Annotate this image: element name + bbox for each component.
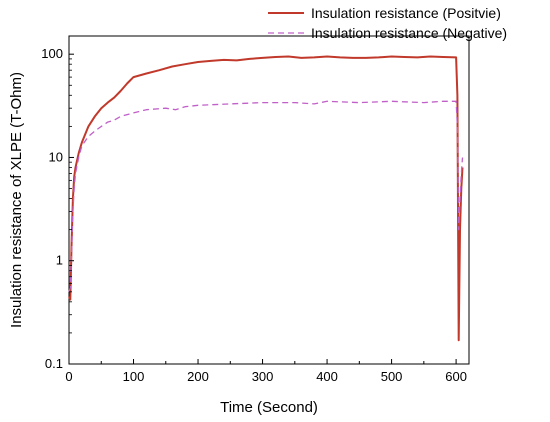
y-tick-label: 100 — [41, 46, 63, 61]
x-axis-title: Time (Second) — [220, 399, 318, 416]
series-line-positive — [68, 55, 464, 342]
y-tick-label: 0.1 — [45, 356, 63, 371]
x-tick-label: 300 — [252, 369, 274, 384]
plot-area — [68, 35, 470, 365]
legend-label-negative: Insulation resistance (Negative) — [311, 25, 507, 41]
y-axis-title: Insulation resistance of XLPE (T-Ohm) — [8, 72, 25, 328]
axes: 0 100 200 300 400 500 600 0.1 1 10 100 — [41, 46, 467, 384]
x-tick-label: 500 — [381, 369, 403, 384]
x-tick-label: 0 — [65, 369, 72, 384]
series-layer — [68, 55, 464, 342]
x-tick-label: 200 — [187, 369, 209, 384]
legend: Insulation resistance (Positvie) Insulat… — [268, 5, 507, 41]
x-tick-label: 100 — [123, 369, 145, 384]
x-tick-label: 600 — [445, 369, 467, 384]
series-line-negative — [68, 100, 464, 292]
y-tick-label: 10 — [49, 149, 63, 164]
plot-frame — [68, 35, 470, 365]
x-tick-label: 400 — [316, 369, 338, 384]
legend-label-positive: Insulation resistance (Positvie) — [311, 5, 501, 21]
y-tick-label: 1 — [56, 253, 63, 268]
